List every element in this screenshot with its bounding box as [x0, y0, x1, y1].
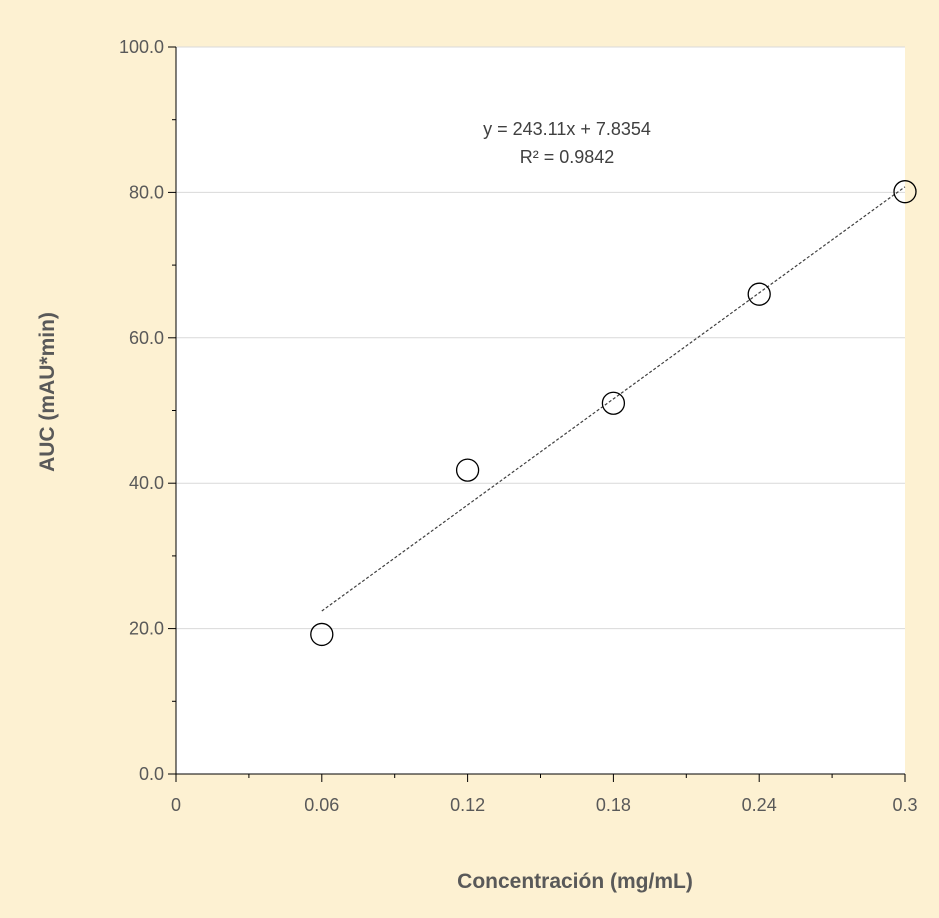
axes: [168, 46, 906, 782]
y-tick-label: 80.0: [129, 182, 164, 202]
gridlines: [176, 46, 905, 630]
y-tick-label: 100.0: [119, 37, 164, 57]
x-tick-label: 0.18: [596, 795, 631, 815]
x-tick-label: 0.12: [450, 795, 485, 815]
plot-area: [176, 47, 905, 774]
x-tick-label: 0.3: [892, 795, 917, 815]
tick-labels: 0.0 20.0 40.0 60.0 80.0 100.0 0 0.06 0.12 0.18 0.2…: [119, 37, 918, 815]
y-axis-title: AUC (mAU*min): [36, 312, 59, 472]
data-point: [893, 180, 917, 204]
data-points: [310, 180, 917, 647]
x-tick-label: 0: [171, 795, 181, 815]
trendline-group: [321, 186, 906, 612]
trendline-equation: y = 243.11x + 7.8354: [483, 119, 651, 139]
x-tick-label: 0.24: [742, 795, 777, 815]
trendline: [321, 186, 906, 612]
y-tick-label: 60.0: [129, 328, 164, 348]
trendline-r2: R² = 0.9842: [520, 147, 615, 167]
x-axis-title: Concentración (mg/mL): [457, 870, 693, 893]
data-point: [310, 622, 334, 647]
data-point: [455, 458, 480, 482]
y-tick-label: 20.0: [129, 619, 164, 639]
data-point: [601, 391, 626, 415]
x-tick-label: 0.06: [304, 795, 339, 815]
data-point: [747, 282, 771, 306]
y-tick-label: 0.0: [139, 764, 164, 784]
y-tick-label: 40.0: [129, 473, 164, 493]
